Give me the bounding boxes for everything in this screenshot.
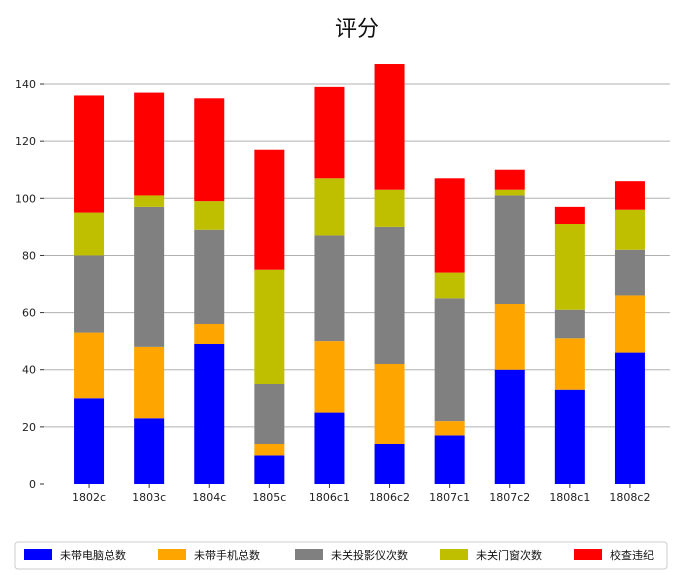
- legend-swatch: [158, 549, 186, 560]
- bar-segment: [194, 98, 224, 201]
- legend-label: 未带电脑总数: [60, 548, 126, 562]
- bar-segment: [74, 95, 104, 212]
- bar-segment: [495, 170, 525, 190]
- bar-segment: [375, 444, 405, 484]
- legend-label: 校查违纪: [610, 548, 654, 562]
- y-tick-label: 0: [29, 478, 36, 491]
- bar-segment: [254, 270, 284, 384]
- bar-segment: [74, 255, 104, 332]
- bar-segment: [555, 310, 585, 339]
- legend-label: 未带手机总数: [194, 548, 260, 562]
- x-tick-label: 1808c2: [609, 491, 650, 504]
- bar-segment: [134, 207, 164, 347]
- x-tick-label: 1804c: [192, 491, 226, 504]
- chart-title: 评分: [335, 17, 379, 42]
- bar-segment: [495, 370, 525, 484]
- bar-segment: [435, 435, 465, 484]
- legend: 未带电脑总数 未带手机总数 未关投影仪次数 未关门窗次数 校查违纪: [15, 542, 667, 569]
- bar-segment: [615, 295, 645, 352]
- bar-segment: [555, 224, 585, 310]
- legend-label: 未关门窗次数: [476, 548, 542, 562]
- x-tick-label: 1808c1: [549, 491, 590, 504]
- bar-segment: [375, 227, 405, 364]
- bar-segment: [615, 353, 645, 484]
- bar-segment: [435, 421, 465, 435]
- bar-segment: [495, 190, 525, 196]
- bar-segment: [134, 93, 164, 196]
- bar-segment: [435, 298, 465, 421]
- bar-segment: [555, 207, 585, 224]
- bar-segment: [495, 304, 525, 370]
- bar-segment: [435, 273, 465, 299]
- bar-segment: [495, 195, 525, 304]
- bar-segment: [194, 324, 224, 344]
- bar-segment: [375, 190, 405, 227]
- y-tick-label: 80: [22, 249, 36, 262]
- bar-segment: [134, 195, 164, 206]
- bar-segment: [314, 87, 344, 178]
- legend-swatch: [574, 549, 602, 560]
- bar-segment: [615, 210, 645, 250]
- bar-segment: [375, 64, 405, 190]
- y-tick-label: 60: [22, 307, 36, 320]
- bar-segment: [74, 213, 104, 256]
- x-tick-label: 1806c1: [309, 491, 350, 504]
- bar-segment: [194, 230, 224, 324]
- bars: [74, 64, 645, 484]
- bar-segment: [254, 455, 284, 484]
- x-tick-label: 1807c2: [489, 491, 530, 504]
- bar-segment: [254, 150, 284, 270]
- bar-segment: [615, 250, 645, 296]
- y-tick-label: 140: [15, 78, 36, 91]
- bar-segment: [615, 181, 645, 210]
- y-tick-label: 40: [22, 364, 36, 377]
- bar-segment: [194, 201, 224, 230]
- bar-segment: [435, 178, 465, 272]
- x-tick-label: 1802c: [72, 491, 106, 504]
- bar-segment: [74, 398, 104, 484]
- bar-segment: [314, 413, 344, 484]
- legend-label: 未关投影仪次数: [331, 548, 408, 562]
- bar-segment: [74, 333, 104, 399]
- x-tick-label: 1805c: [252, 491, 286, 504]
- legend-swatch: [295, 549, 323, 560]
- x-tick-label: 1807c1: [429, 491, 470, 504]
- legend-swatch: [440, 549, 468, 560]
- bar-segment: [134, 418, 164, 484]
- x-tick-label: 1803c: [132, 491, 166, 504]
- legend-swatch: [24, 549, 52, 560]
- bar-segment: [134, 347, 164, 418]
- bar-segment: [254, 384, 284, 444]
- bar-segment: [314, 341, 344, 412]
- y-tick-label: 20: [22, 421, 36, 434]
- y-tick-label: 100: [15, 192, 36, 205]
- bar-segment: [555, 390, 585, 484]
- bar-segment: [194, 344, 224, 484]
- bar-segment: [314, 178, 344, 235]
- bar-segment: [555, 338, 585, 389]
- y-tick-label: 120: [15, 135, 36, 148]
- bar-segment: [314, 235, 344, 341]
- x-tick-label: 1806c2: [369, 491, 410, 504]
- bar-segment: [254, 444, 284, 455]
- bar-segment: [375, 364, 405, 444]
